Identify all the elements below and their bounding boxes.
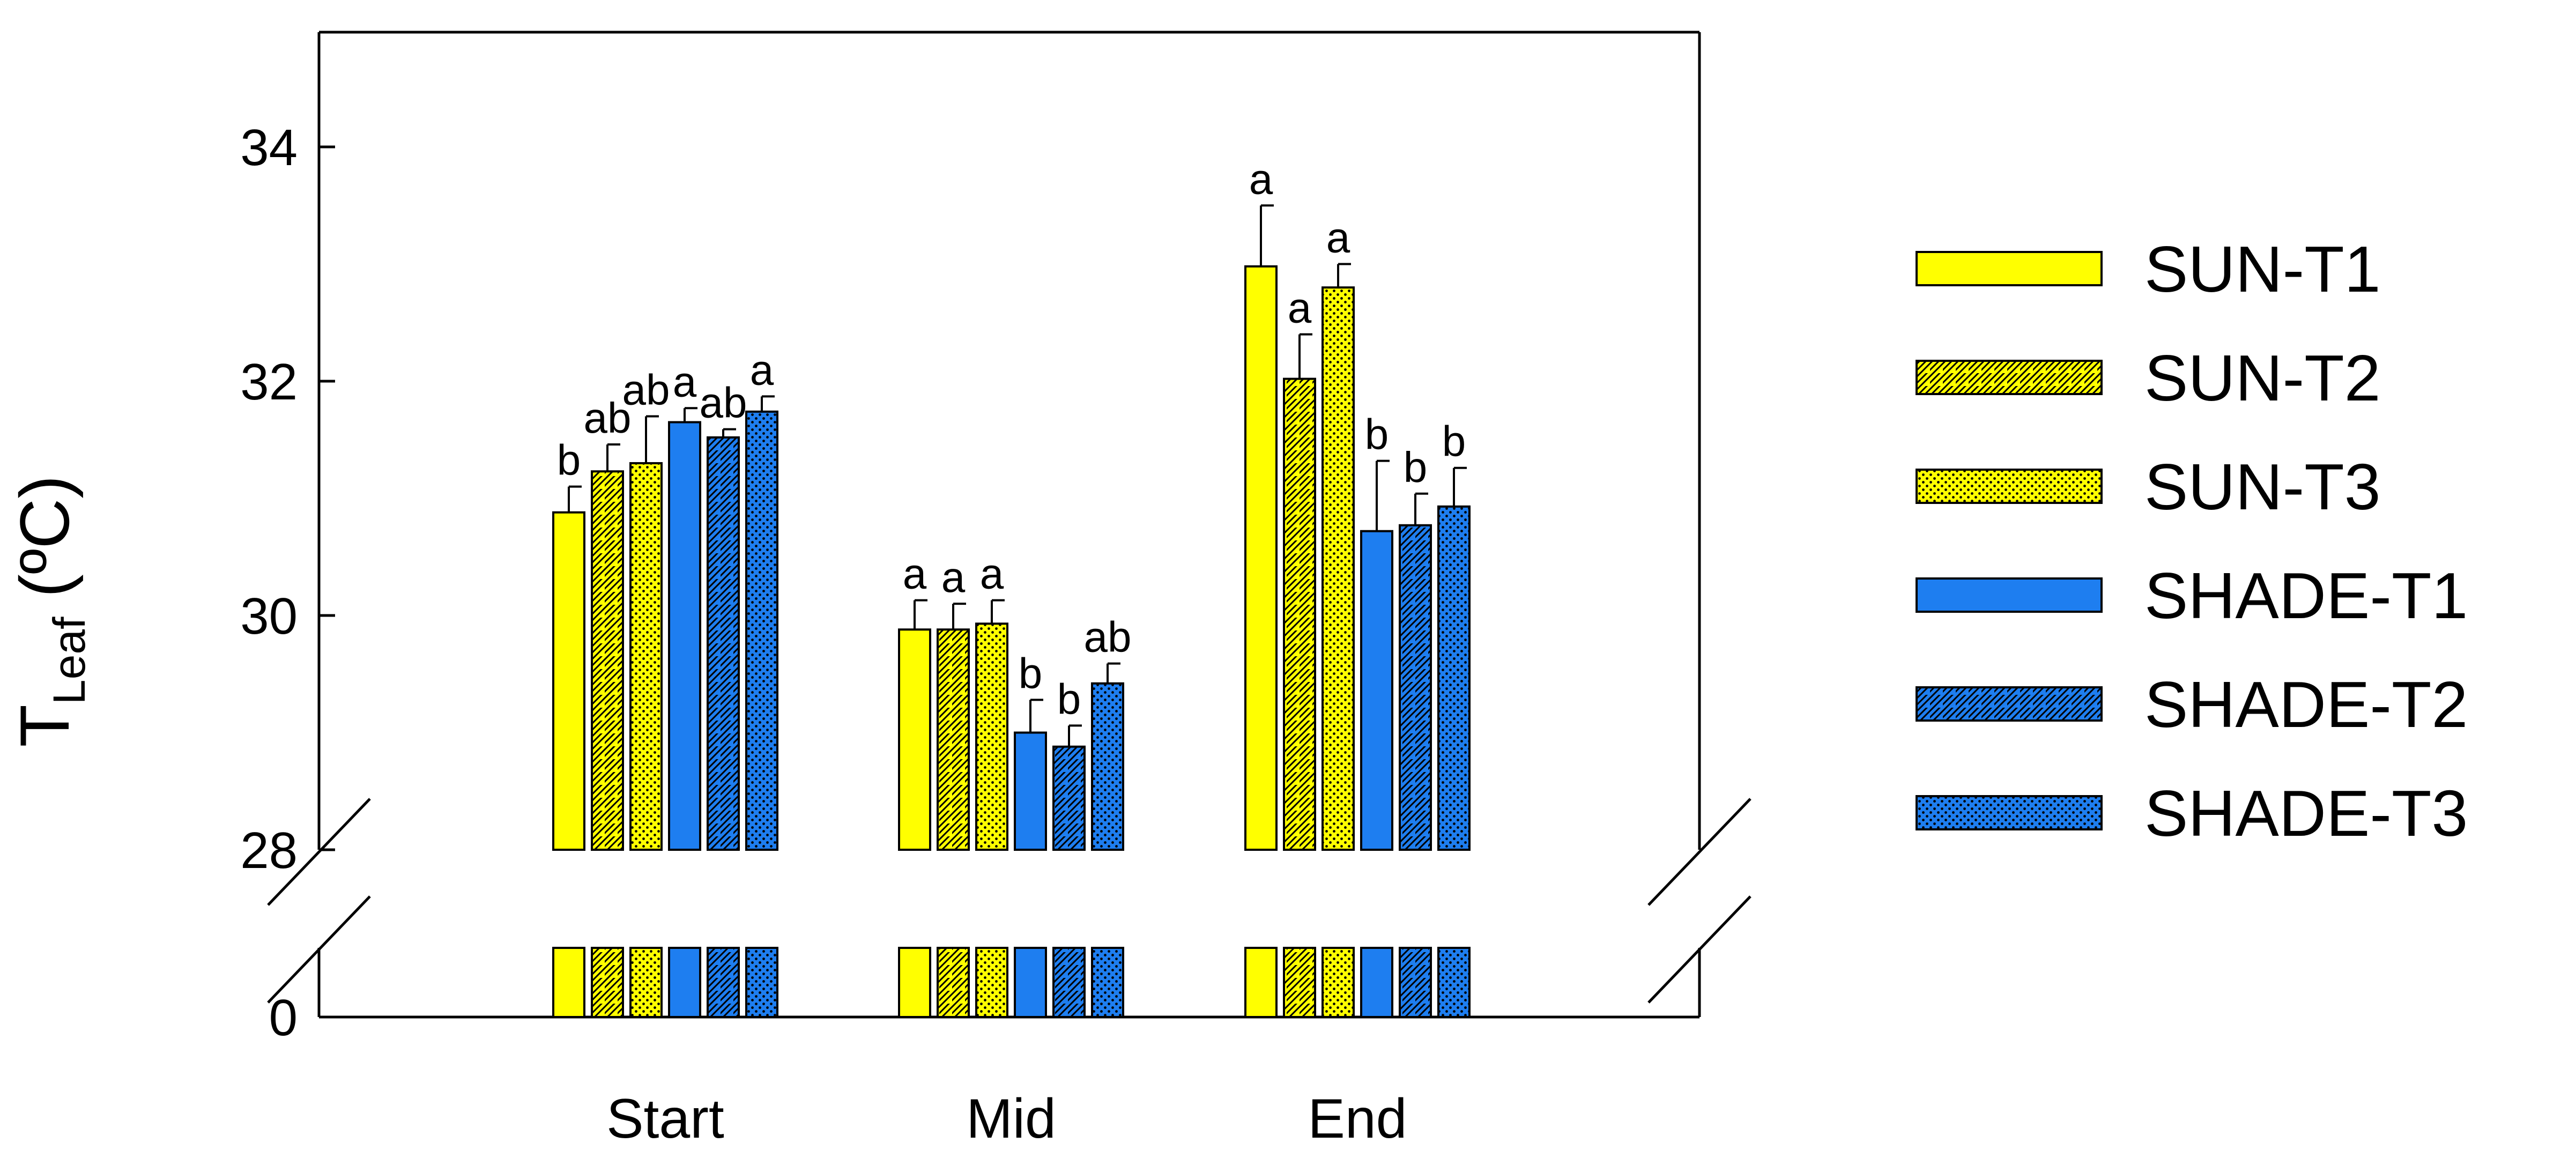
bar-lower-shade-t1-end (1360, 947, 1393, 1018)
bar-sun-t3-start (629, 462, 663, 851)
significance-letter: a (673, 358, 697, 405)
bar-shade-t3-mid (1091, 682, 1124, 851)
y-axis-ticks: 28 30 32 34 0 (240, 119, 335, 1047)
significance-letter: a (980, 550, 1004, 598)
legend-label: SUN-T1 (2144, 233, 2381, 306)
bar-lower-shade-t1-start (668, 947, 701, 1018)
y-tick-label: 32 (240, 353, 298, 411)
y-tick-label: 28 (240, 822, 298, 879)
bar-lower-shade-t3-end (1437, 947, 1471, 1018)
legend-swatch-sun-t2 (1916, 360, 2103, 395)
significance-letter: a (1326, 214, 1350, 262)
bar-lower-shade-t3-mid (1091, 947, 1124, 1018)
significance-letter: b (1019, 649, 1043, 697)
y-tick-label: 34 (240, 119, 298, 176)
bar-lower-sun-t3-end (1322, 947, 1355, 1018)
significance-letter: a (1249, 155, 1273, 203)
significance-letter: a (941, 553, 966, 601)
bar-lower-shade-t2-start (707, 947, 740, 1018)
legend-swatch-sun-t3 (1916, 469, 2103, 504)
significance-letter: ab (1084, 613, 1132, 661)
y-tick-label: 30 (240, 588, 298, 645)
legend-label: SHADE-T1 (2144, 559, 2468, 632)
bar-lower-shade-t1-mid (1014, 947, 1047, 1018)
bar-lower-sun-t2-start (591, 947, 624, 1018)
x-category-label: Start (606, 1088, 724, 1150)
bar-sun-t3-mid (975, 622, 1008, 851)
bar-lower-sun-t3-mid (975, 947, 1008, 1018)
significance-letter: a (1288, 284, 1312, 332)
bar-lower-sun-t1-start (552, 947, 585, 1018)
bar-sun-t2-start (591, 470, 624, 851)
significance-letter: b (1442, 418, 1466, 465)
significance-letter: ab (622, 366, 670, 414)
y-axis-title: TLeaf (ºC) (5, 476, 94, 747)
bar-shade-t1-start (668, 421, 701, 851)
legend-label: SHADE-T3 (2144, 777, 2468, 850)
legend-swatch-shade-t2 (1916, 686, 2103, 722)
legend-label: SUN-T3 (2144, 450, 2381, 523)
significance-letter: b (1365, 411, 1389, 458)
significance-letter: b (1404, 443, 1428, 491)
bar-lower-shade-t3-start (745, 947, 778, 1018)
y-tick-label: 0 (269, 989, 298, 1047)
bar-sun-t2-mid (937, 628, 970, 851)
bar-lower-sun-t2-mid (937, 947, 970, 1018)
bar-shade-t1-end (1360, 530, 1393, 851)
significance-letter: a (750, 346, 774, 394)
bar-sun-t2-end (1283, 377, 1316, 851)
significance-letter: a (903, 550, 927, 598)
bar-shade-t2-start (707, 436, 740, 851)
bar-shade-t3-end (1437, 505, 1471, 851)
legend-swatch-shade-t3 (1916, 795, 2103, 830)
significance-letter: ab (700, 379, 747, 427)
bar-lower-shade-t2-mid (1052, 947, 1086, 1018)
legend-swatch-shade-t1 (1916, 577, 2103, 613)
legend-label: SUN-T2 (2144, 342, 2381, 414)
x-category-label: Mid (966, 1088, 1056, 1150)
bar-lower-sun-t2-end (1283, 947, 1316, 1018)
bar-lower-sun-t3-start (629, 947, 663, 1018)
bar-sun-t3-end (1322, 286, 1355, 851)
significance-letter: b (557, 436, 581, 484)
bar-sun-t1-start (552, 511, 585, 851)
bar-sun-t1-end (1244, 265, 1278, 851)
legend-label: SHADE-T2 (2144, 668, 2468, 741)
bar-shade-t3-start (745, 410, 778, 851)
bar-lower-shade-t2-end (1399, 947, 1432, 1018)
bar-lower-sun-t1-mid (898, 947, 931, 1018)
bar-shade-t2-end (1399, 524, 1432, 851)
x-axis-labels: Start Mid End (606, 1088, 1407, 1150)
axis-break-marks (267, 798, 1751, 1004)
bar-lower-sun-t1-end (1244, 947, 1278, 1018)
x-category-label: End (1308, 1088, 1407, 1150)
plot-frame (317, 31, 1701, 1019)
significance-letter: b (1057, 675, 1081, 723)
legend: SUN-T1 SUN-T2 SUN-T3 SHADE-T1 SHADE-T2 SHADE-… (1916, 233, 2468, 850)
significance-letter: ab (584, 394, 632, 442)
bar-shade-t1-mid (1014, 731, 1047, 851)
bar-shade-t2-mid (1052, 745, 1086, 851)
bar-sun-t1-mid (898, 628, 931, 851)
legend-swatch-sun-t1 (1916, 251, 2103, 286)
